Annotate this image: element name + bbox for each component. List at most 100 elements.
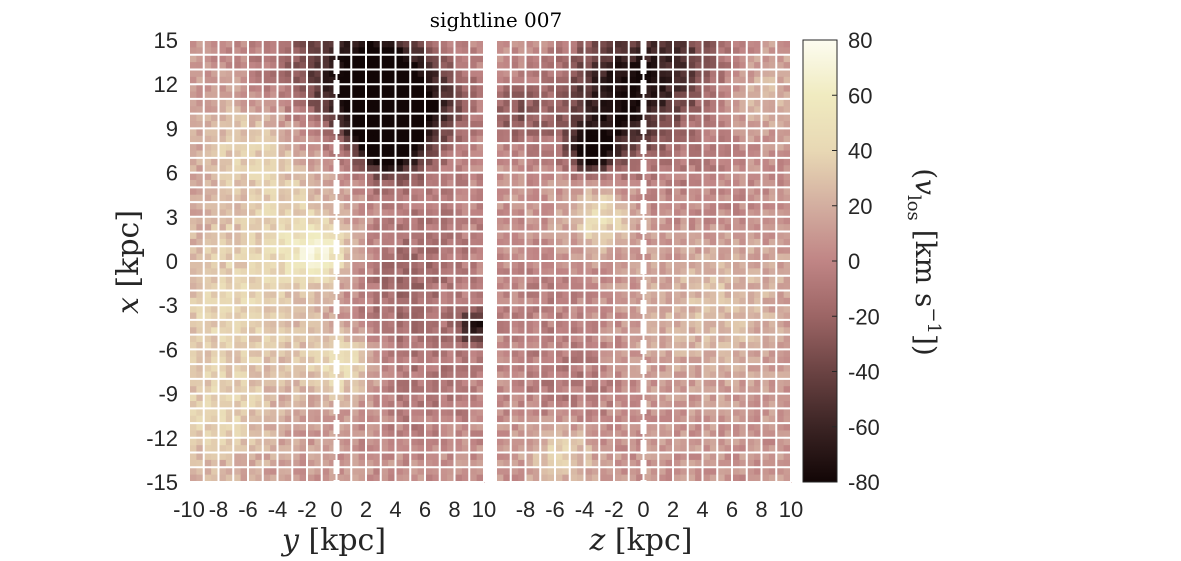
heatmap-cell	[562, 54, 571, 63]
heatmap-cell	[496, 47, 504, 56]
heatmap-cell	[739, 371, 748, 380]
heatmap-cell	[248, 216, 256, 225]
heatmap-cell	[496, 121, 504, 129]
heatmap-cell	[292, 349, 301, 358]
heatmap-cell	[680, 364, 689, 373]
heatmap-cell	[469, 231, 478, 240]
heatmap-cell	[248, 445, 256, 454]
heatmap-cell	[380, 106, 389, 115]
heatmap-cell	[336, 261, 345, 269]
heatmap-cell	[343, 312, 352, 321]
heatmap-cell	[218, 209, 227, 218]
heatmap-cell	[329, 364, 338, 373]
heatmap-cell	[417, 231, 426, 240]
heatmap-cell	[768, 224, 777, 233]
heatmap-cell	[255, 327, 264, 336]
heatmap-cell	[225, 305, 234, 314]
heatmap-cell	[680, 253, 689, 262]
heatmap-cell	[373, 386, 382, 395]
heatmap-cell	[211, 224, 220, 233]
heatmap-cell	[292, 393, 301, 402]
heatmap-cell	[233, 253, 242, 262]
heatmap-cell	[510, 224, 519, 233]
heatmap-cell	[577, 423, 586, 432]
heatmap-cell	[636, 98, 645, 107]
heatmap-cell	[476, 364, 485, 373]
heatmap-cell	[665, 268, 674, 277]
heatmap-cell	[225, 121, 234, 129]
heatmap-cell	[307, 172, 315, 181]
heatmap-cell	[577, 261, 586, 269]
heatmap-cell	[496, 113, 504, 122]
heatmap-cell	[351, 165, 360, 174]
heatmap-cell	[336, 371, 345, 380]
heatmap-cell	[248, 40, 256, 48]
heatmap-cell	[650, 275, 659, 284]
heatmap-cell	[776, 445, 785, 454]
heatmap-cell	[717, 179, 726, 188]
heatmap-cell	[410, 40, 419, 48]
colorbar-tick-label: 40	[848, 139, 872, 164]
heatmap-cell	[636, 445, 645, 454]
heatmap-cell	[284, 305, 293, 314]
heatmap-cell	[432, 62, 441, 71]
heatmap-cell	[525, 76, 534, 85]
heatmap-cell	[628, 378, 637, 387]
heatmap-cell	[307, 400, 315, 409]
heatmap-cell	[687, 179, 696, 188]
heatmap-cell	[680, 143, 689, 152]
heatmap-cell	[665, 135, 674, 144]
heatmap-cell	[739, 54, 748, 63]
heatmap-cell	[373, 342, 382, 350]
heatmap-cell	[380, 202, 389, 211]
heatmap-cell	[476, 400, 485, 409]
heatmap-cell	[255, 128, 264, 137]
heatmap-cell	[724, 415, 733, 424]
heatmap-cell	[518, 290, 527, 299]
heatmap-cell	[591, 238, 600, 247]
heatmap-cell	[218, 371, 227, 380]
heatmap-cell	[525, 261, 534, 269]
heatmap-cell	[358, 356, 367, 365]
heatmap-cell	[577, 187, 586, 196]
heatmap-cell	[547, 327, 556, 336]
heatmap-cell	[388, 253, 397, 262]
heatmap-cell	[329, 474, 338, 483]
heatmap-cell	[776, 69, 785, 78]
heatmap-cell	[292, 342, 301, 350]
heatmap-cell	[599, 143, 608, 152]
heatmap-cell	[461, 216, 470, 225]
right-x-tick-labels: -8 -6 -4 -2 0 2 4 6 8 10	[516, 497, 804, 522]
heatmap-cell	[454, 452, 463, 461]
heatmap-cell	[395, 386, 404, 395]
heatmap-cell	[299, 342, 308, 350]
heatmap-cell	[469, 290, 478, 299]
heatmap-cell	[329, 268, 338, 277]
heatmap-cell	[569, 113, 578, 122]
heatmap-cell	[680, 224, 689, 233]
heatmap-cell	[343, 415, 352, 424]
heatmap-cell	[218, 224, 227, 233]
heatmap-cell	[695, 305, 704, 314]
heatmap-cell	[776, 305, 785, 314]
heatmap-cell	[233, 423, 242, 432]
heatmap-cell	[496, 423, 504, 432]
heatmap-cell	[577, 268, 586, 277]
heatmap-cell	[196, 128, 205, 137]
heatmap-cell	[358, 150, 367, 159]
heatmap-cell	[388, 400, 397, 409]
heatmap-cell	[299, 356, 308, 365]
heatmap-cell	[255, 297, 264, 306]
heatmap-cell	[461, 364, 470, 373]
heatmap-cell	[336, 297, 345, 306]
heatmap-cell	[358, 91, 367, 100]
heatmap-cell	[591, 297, 600, 306]
heatmap-cell	[321, 143, 330, 152]
heatmap-cell	[532, 143, 541, 152]
heatmap-cell	[225, 371, 234, 380]
heatmap-cell	[717, 474, 726, 483]
heatmap-cell	[248, 157, 256, 166]
heatmap-cell	[358, 297, 367, 306]
heatmap-cell	[547, 231, 556, 240]
heatmap-cell	[410, 305, 419, 314]
